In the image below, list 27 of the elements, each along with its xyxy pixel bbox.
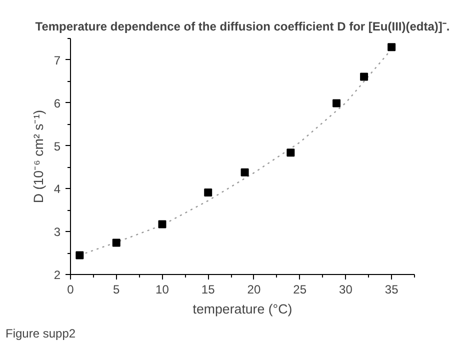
y-tick-label: 2 xyxy=(54,268,61,282)
x-axis-title: temperature (°C) xyxy=(192,302,292,316)
x-tick-label: 10 xyxy=(156,282,170,296)
x-tick-label: 30 xyxy=(339,282,353,296)
point xyxy=(240,168,249,176)
point xyxy=(286,148,295,157)
point xyxy=(112,238,120,247)
chart-title: Temperature dependence of the diffusion coefficient D for [Eu(III)(edta)]⁻. xyxy=(35,20,450,34)
x-tick-label: 5 xyxy=(113,282,120,296)
y-tick-label: 7 xyxy=(54,53,61,68)
y-tick-label: 4 xyxy=(54,182,61,196)
point xyxy=(332,99,341,108)
x-tick-label: 0 xyxy=(67,282,74,296)
x-tick-label: 15 xyxy=(201,282,216,296)
y-tick-label: 5 xyxy=(54,139,61,154)
x-tick-label: 20 xyxy=(247,282,261,296)
x-tick-label: 35 xyxy=(384,282,399,296)
point xyxy=(388,43,396,52)
point xyxy=(76,251,84,260)
y-axis-title: D (10⁻⁶ cm² s⁻¹) xyxy=(30,110,46,204)
point xyxy=(204,188,212,197)
y-tick-label: 6 xyxy=(54,96,61,110)
x-tick-label: 25 xyxy=(293,282,307,296)
y-tick-label: 3 xyxy=(54,225,61,240)
point xyxy=(158,220,166,228)
text: Figure supp2 xyxy=(6,326,76,340)
point xyxy=(360,72,368,81)
